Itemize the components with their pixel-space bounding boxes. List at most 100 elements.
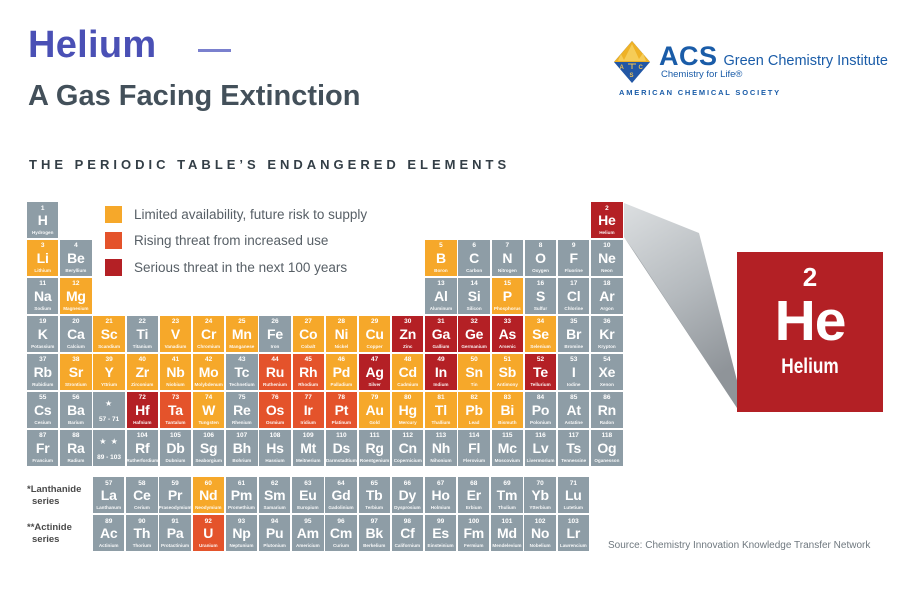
element-pa: 91 Pa Protactinium [159, 515, 191, 551]
actinide-row-grid: 89 Ac Actinium 90 Th Thorium 91 Pa Protactinium 9… [93, 515, 590, 551]
element-au: 79 Au Gold [358, 391, 391, 428]
element-ag: 47 Ag Silver [358, 353, 391, 390]
element-hf: 72 Hf Hafnium [126, 391, 158, 428]
element-tc: 43 Tc Technetium [226, 353, 258, 390]
element-la: 57 La Lanthanum [93, 477, 125, 513]
svg-text:S: S [630, 73, 634, 79]
element-hg: 80 Hg Mercury [392, 391, 424, 428]
element-pt: 78 Pt Platinum [325, 391, 358, 428]
element-re: 75 Re Rhenium [226, 391, 258, 428]
element-ba: 56 Ba Barium [60, 391, 92, 428]
element-mg: 12 Mg Magnesium [60, 277, 92, 314]
element-os: 76 Os Osmium [259, 391, 291, 428]
element-pb: 82 Pb Lead [458, 391, 490, 428]
element-i: 53 I Iodine [558, 353, 590, 390]
element-po: 84 Po Polonium [524, 391, 557, 428]
helium-callout-wedge [624, 203, 740, 408]
element-tm: 69 Tm Thulium [491, 477, 523, 513]
element-rf: 104 Rf Rutherfordium [126, 429, 158, 466]
featured-element-symbol: He [774, 289, 847, 353]
element-b: 5 B Boron [425, 239, 457, 276]
element-ce: 58 Ce Cerium [126, 477, 158, 513]
element-tl: 81 Tl Thallium [425, 391, 457, 428]
section-title: THE PERIODIC TABLE’S ENDANGERED ELEMENTS [29, 157, 511, 172]
element-n: 7 N Nitrogen [491, 239, 524, 276]
legend-item-serious: Serious threat in the next 100 years [105, 258, 367, 276]
acs-tagline: Chemistry for Life® [661, 69, 743, 80]
element-y: 39 Y Yttrium [93, 353, 125, 390]
element-as: 33 As Arsenic [491, 315, 524, 352]
element-na: 11 Na Sodium [27, 277, 59, 314]
element-br: 35 Br Bromine [558, 315, 590, 352]
element-rn: 86 Rn Radon [591, 391, 623, 428]
featured-element-card: 2 He Helium [737, 252, 883, 412]
element-ni: 28 Ni Nickel [325, 315, 358, 352]
element-w: 74 W Tungsten [192, 391, 225, 428]
element-be: 4 Be Beryllium [60, 239, 92, 276]
element-h: 1 H Hydrogen [27, 202, 59, 238]
element-nd: 60 Nd Neodymium [192, 477, 224, 513]
element-zr: 40 Zr Zirconium [126, 353, 158, 390]
element-kr: 36 Kr Krypton [591, 315, 623, 352]
element-hs: 108 Hs Hassium [259, 429, 291, 466]
legend-label-serious: Serious threat in the next 100 years [134, 259, 348, 275]
element-ru: 44 Ru Ruthenium [259, 353, 291, 390]
element-co: 27 Co Cobalt [292, 315, 324, 352]
element-lv: 116 Lv Livermorium [524, 429, 557, 466]
element-es: 99 Es Einsteinium [424, 515, 457, 551]
element-mt: 109 Mt Meitnerium [292, 429, 324, 466]
actinide-label-line2: series [32, 533, 60, 545]
element-th: 90 Th Thorium [126, 515, 158, 551]
element-pd: 46 Pd Palladium [325, 353, 358, 390]
element-cm: 96 Cm Curium [325, 515, 357, 551]
element-cs: 55 Cs Cesium [27, 391, 59, 428]
element-si: 14 Si Silicon [458, 277, 490, 314]
legend-label-rising: Rising threat from increased use [134, 233, 329, 248]
series-placeholder-cell: ★ 57 - 71 [93, 391, 125, 428]
actinide-label-line1: **Actinide [27, 522, 72, 533]
legend-swatch-serious [105, 258, 122, 276]
series-placeholder-cell: ★ ★ 89 - 103 [93, 429, 125, 466]
element-cf: 98 Cf Californium [391, 515, 424, 551]
element-sg: 106 Sg Seaborgium [192, 429, 225, 466]
acs-diamond-logo-icon: A C S [614, 41, 650, 83]
featured-element-name: Helium [781, 355, 839, 378]
element-pm: 61 Pm Promethium [225, 477, 258, 513]
element-he: 2 He Helium [591, 202, 623, 238]
source-credit: Source: Chemistry Innovation Knowledge T… [608, 540, 871, 551]
element-rb: 37 Rb Rubidium [27, 353, 59, 390]
element-sc: 21 Sc Scandium [93, 315, 125, 352]
element-eu: 63 Eu Europium [292, 477, 324, 513]
element-tb: 65 Tb Terbium [358, 477, 390, 513]
element-bk: 97 Bk Berkelium [358, 515, 390, 551]
legend-item-rising: Rising threat from increased use [105, 232, 367, 250]
element-f: 9 F Fluorine [558, 239, 590, 276]
acs-institute-name: Green Chemistry Institute [723, 53, 888, 69]
element-er: 68 Er Erbium [458, 477, 490, 513]
element-fe: 26 Fe Iron [259, 315, 291, 352]
element-bi: 83 Bi Bismuth [491, 391, 524, 428]
element-cr: 24 Cr Chromium [192, 315, 225, 352]
element-te: 52 Te Tellurium [524, 353, 557, 390]
element-mc: 115 Mc Moscovium [491, 429, 524, 466]
element-lu: 71 Lu Lutetium [557, 477, 590, 513]
acs-acronym: ACS [659, 41, 718, 71]
element-rh: 45 Rh Rhodium [292, 353, 324, 390]
element-ti: 22 Ti Titanium [126, 315, 158, 352]
element-nh: 113 Nh Nihonium [425, 429, 457, 466]
element-mo: 42 Mo Molybdenum [192, 353, 225, 390]
lanthanide-label-line2: series [32, 495, 60, 507]
element-db: 105 Db Dubnium [159, 429, 192, 466]
element-fm: 100 Fm Fermium [458, 515, 490, 551]
element-am: 95 Am Americium [292, 515, 324, 551]
element-np: 93 Np Neptunium [225, 515, 258, 551]
element-sb: 51 Sb Antimony [491, 353, 524, 390]
element-se: 34 Se Selenium [524, 315, 557, 352]
element-fl: 114 Fl Flerovium [458, 429, 490, 466]
element-og: 118 Og Oganesson [591, 429, 623, 466]
element-cd: 48 Cd Cadmium [392, 353, 424, 390]
svg-text:A: A [620, 65, 625, 71]
element-ra: 88 Ra Radium [60, 429, 92, 466]
title-dash-rule [198, 49, 231, 52]
svg-text:C: C [639, 65, 644, 71]
